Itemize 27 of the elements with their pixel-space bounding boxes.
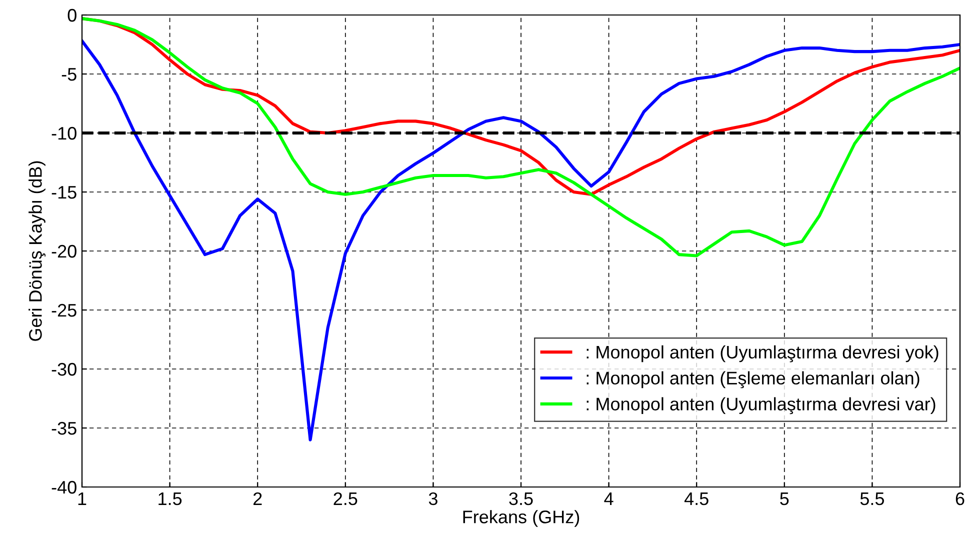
y-tick-label: -10 xyxy=(52,126,76,140)
legend-label: : Monopol anten (Eşleme elemanları olan) xyxy=(586,371,920,388)
y-tick-label: -35 xyxy=(52,422,76,435)
x-axis-title: Frekans (GHz) xyxy=(463,510,580,527)
y-tick-label: -40 xyxy=(52,480,76,494)
x-tick-label: 4 xyxy=(604,492,614,505)
x-tick-label: 2.5 xyxy=(334,492,358,506)
y-tick-label: -20 xyxy=(52,244,76,258)
x-tick-label: 5 xyxy=(780,492,789,506)
legend-label: : Monopol anten (Uyumlaştırma devresi yok) xyxy=(586,345,938,362)
x-tick-label: 4.5 xyxy=(684,492,708,506)
legend-label: : Monopol anten (Uyumlaştırma devresi var) xyxy=(586,397,936,414)
line-series xyxy=(82,17,960,258)
y-axis-title: Geri Dönüş Kaybı (dB) xyxy=(28,161,46,341)
x-tick-label: 1.5 xyxy=(158,492,182,506)
y-tick-label: -15 xyxy=(52,186,76,199)
x-tick-label: 5.5 xyxy=(860,492,884,506)
x-tick-label: 3.5 xyxy=(509,492,533,506)
x-tick-label: 3 xyxy=(428,492,438,506)
y-tick-label: -30 xyxy=(52,362,76,376)
y-tick-label: -5 xyxy=(62,68,76,81)
x-tick-label: 2 xyxy=(253,492,262,505)
y-tick-label: -25 xyxy=(52,304,76,317)
y-tick-label: 0 xyxy=(68,8,76,22)
x-tick-label: 6 xyxy=(956,492,964,506)
line-series xyxy=(82,39,960,442)
x-tick-label: 1 xyxy=(78,492,86,505)
